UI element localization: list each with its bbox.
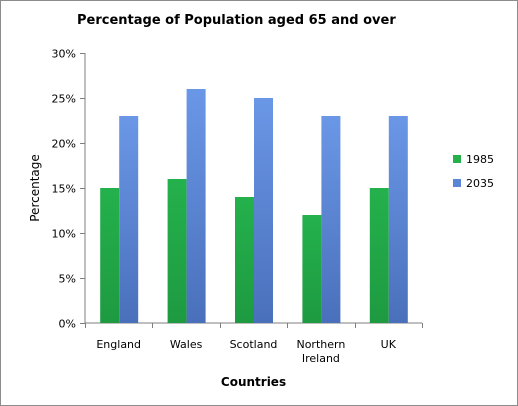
y-tick-label: 15% bbox=[52, 183, 76, 196]
y-tick-label: 0% bbox=[59, 318, 76, 331]
x-tick-label: Northern Ireland bbox=[296, 338, 345, 365]
x-tick-label: Wales bbox=[170, 338, 203, 351]
bar-2035-wales bbox=[186, 89, 206, 323]
y-tick-label: 30% bbox=[52, 48, 76, 61]
legend-swatch-2035 bbox=[453, 179, 461, 187]
x-tick-label: England bbox=[96, 338, 141, 351]
bar-2035-scotland bbox=[254, 98, 273, 323]
legend-swatch-1985 bbox=[453, 155, 461, 163]
bar-1985-scotland bbox=[235, 197, 254, 323]
legend-label-2035: 2035 bbox=[466, 177, 494, 190]
bar-1985-uk bbox=[369, 188, 389, 323]
y-tick-label: 20% bbox=[52, 138, 76, 151]
x-tick-label: Scotland bbox=[230, 338, 278, 351]
chart-title: Percentage of Population aged 65 and ove… bbox=[77, 13, 396, 28]
bar-2035-england bbox=[119, 116, 139, 323]
y-tick-label: 10% bbox=[52, 228, 76, 241]
bar-2035-uk bbox=[388, 116, 408, 323]
x-axis-title: Countries bbox=[221, 375, 286, 389]
x-tick-label: UK bbox=[381, 338, 397, 351]
y-tick-label: 25% bbox=[52, 93, 76, 106]
y-tick-label: 5% bbox=[59, 273, 76, 286]
legend-label-1985: 1985 bbox=[466, 153, 494, 166]
bar-1985-northern-ireland bbox=[302, 215, 322, 323]
bar-1985-wales bbox=[167, 179, 187, 323]
bar-1985-england bbox=[100, 188, 120, 323]
bar-2035-northern-ireland bbox=[321, 116, 341, 323]
y-axis-title: Percentage bbox=[28, 154, 42, 222]
